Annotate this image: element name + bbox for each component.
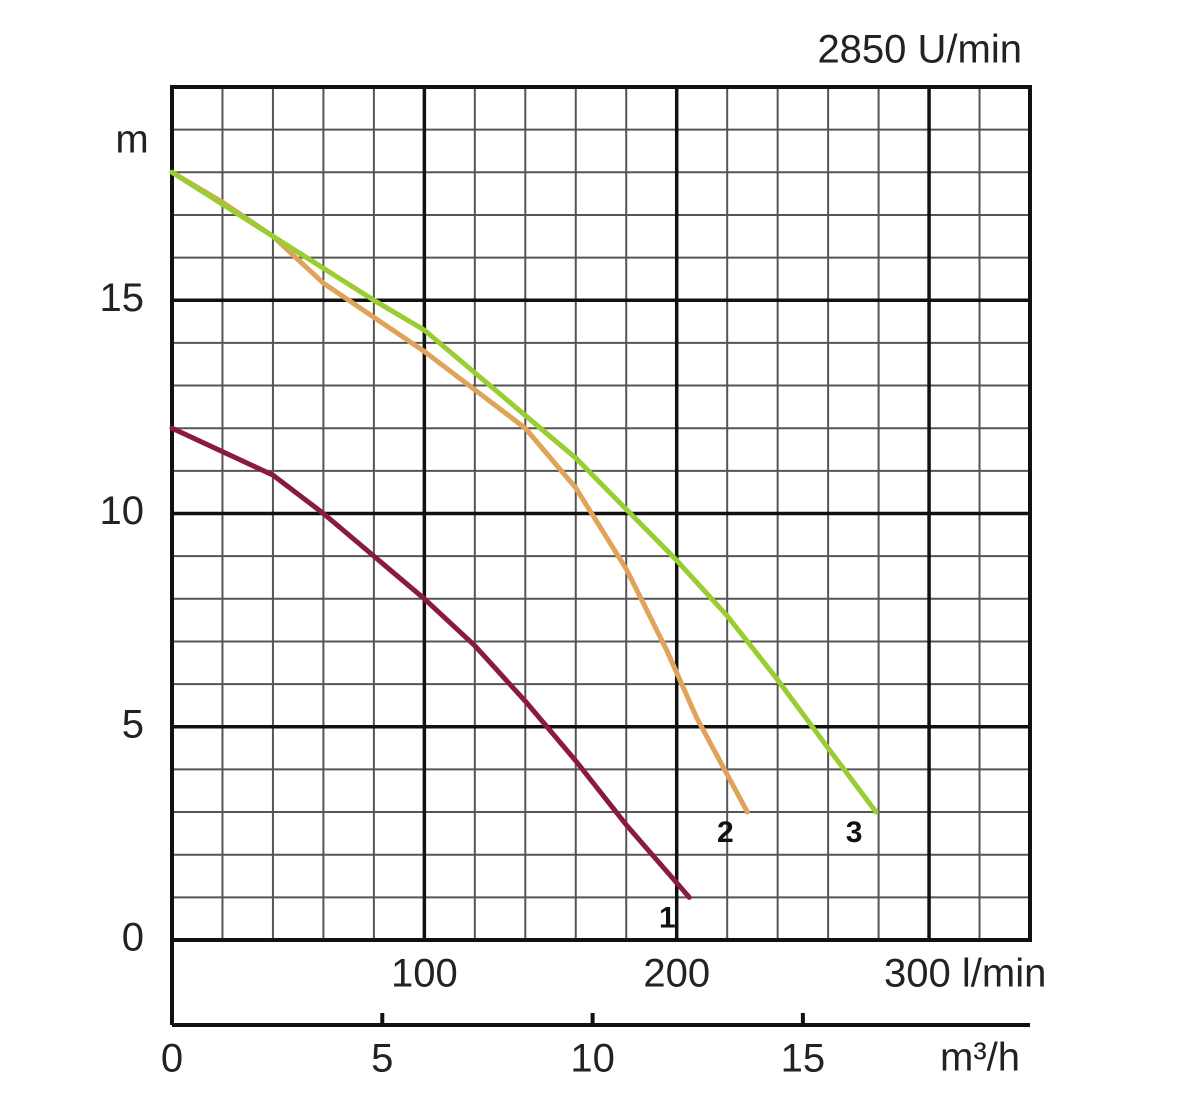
- x2-tick-label: 15: [781, 1037, 826, 1081]
- plot-frame: [170, 85, 1032, 942]
- x2-axis-label: m³/h: [940, 1036, 1020, 1080]
- curve: [169, 169, 750, 815]
- x2-tick-label: 5: [371, 1037, 393, 1081]
- curve-label: 3: [846, 816, 863, 849]
- x-tick-label: 100: [391, 952, 458, 996]
- y-tick-label: 15: [100, 276, 145, 320]
- x-tick-label: 300 l/min: [884, 952, 1046, 996]
- y-axis-label: m: [115, 118, 148, 162]
- x2-tick-label: 10: [570, 1037, 615, 1081]
- curve: [169, 169, 879, 815]
- x-tick-label: 200: [643, 952, 710, 996]
- y-tick-label: 0: [122, 916, 144, 960]
- x2-tick-label: 0: [161, 1037, 183, 1081]
- curve: [169, 425, 692, 900]
- curve-label: 2: [717, 816, 734, 849]
- curve-label: 1: [659, 901, 676, 934]
- chart-title: 2850 U/min: [817, 28, 1022, 72]
- y-tick-label: 10: [100, 489, 145, 533]
- y-tick-label: 5: [122, 702, 144, 746]
